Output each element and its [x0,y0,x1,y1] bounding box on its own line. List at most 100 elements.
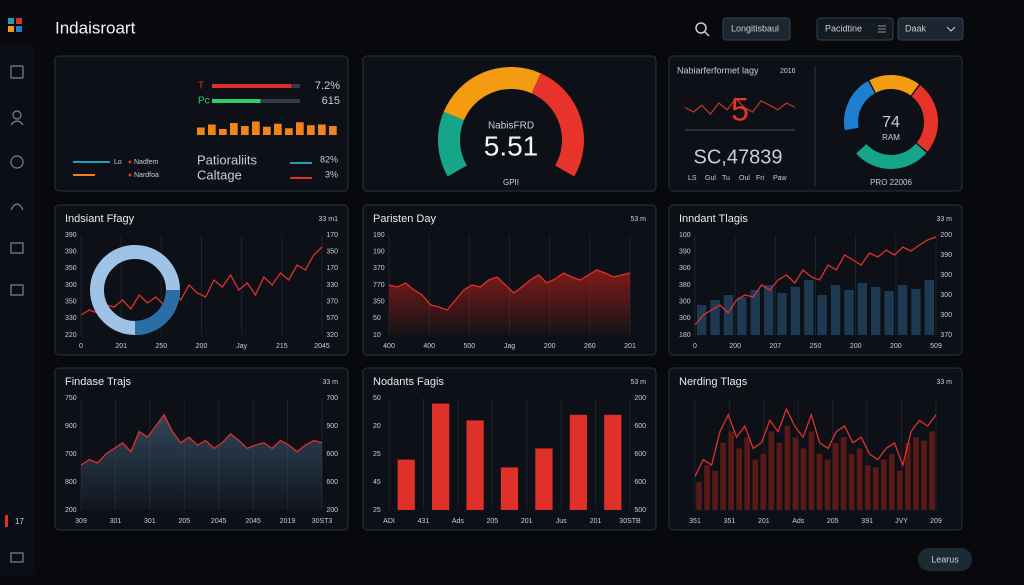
x-tick-label: 205 [827,518,839,525]
bar [804,280,814,335]
x-tick-label: 509 [930,343,942,350]
donut-segment [911,85,938,152]
chart-title: Nerding Tlags [679,376,748,388]
mini-bar [241,126,249,135]
badge-marker [5,515,8,527]
panel [54,55,349,192]
row-value: 615 [322,95,340,107]
y-tick-label: 25 [373,451,381,458]
y-tick-label: 600 [326,451,338,458]
stat-value: 3% [325,169,338,179]
day-label: Fri [756,175,765,182]
y-tick-label: 300 [679,265,691,272]
line [388,269,631,311]
progress-fill [212,99,261,103]
day-label: Tu [722,175,730,182]
x-tick-label: 400 [423,343,435,350]
mini-bar [197,127,205,135]
y-tick-label: 330 [326,282,338,289]
mini-bar [219,129,227,135]
bar [905,442,911,510]
donut-caption: PRO 22006 [870,178,912,187]
y-tick-label: 300 [940,292,952,299]
x-tick-label: 201 [590,518,602,525]
bar [696,482,702,510]
y-tick-label: 350 [65,299,77,306]
y-tick-label: 370 [326,299,338,306]
y-tick-label: 200 [326,507,338,514]
bar [800,448,807,510]
filter-button[interactable] [816,17,894,41]
x-tick-label: 351 [724,518,736,525]
x-tick-label: 205 [178,518,190,525]
bar [777,293,787,335]
y-tick-label: 750 [65,395,77,402]
x-tick-label: 260 [584,343,596,350]
y-tick-label: 390 [940,252,952,259]
y-tick-label: 50 [373,315,381,322]
y-tick-label: 320 [326,332,338,339]
bar [710,300,720,335]
y-tick-label: 500 [634,507,646,514]
bar [500,467,519,510]
y-tick-label: 800 [65,479,77,486]
bar [569,414,587,510]
bar [816,454,823,510]
x-tick-label: JVY [895,518,908,525]
bar [808,431,815,510]
mini-bar [285,128,293,135]
chart-title: Indsiant Ffagy [65,213,135,225]
x-tick-label: 250 [155,343,167,350]
sparkline [684,97,796,116]
y-tick-label: 700 [326,395,338,402]
bar [864,465,871,510]
x-tick-label: Ads [452,518,465,525]
search-icon[interactable] [695,22,710,37]
y-tick-label: 370 [940,332,952,339]
bar [760,454,767,510]
app-title: Indaisroart [55,18,136,37]
mini-bar [329,126,337,135]
gauge-segment [438,111,468,177]
y-tick-label: 390 [679,249,691,256]
y-tick-label: 390 [65,249,77,256]
bar [763,285,774,335]
bar [720,442,726,510]
legend-dot [128,160,132,164]
y-tick-label: 370 [373,265,385,272]
x-tick-label: ADI [383,518,395,525]
y-tick-label: 600 [634,451,646,458]
chart-title: Inndant Tlagis [679,213,748,225]
bar [466,420,484,510]
sidebar-badge: 17 [15,517,24,526]
x-tick-label: 205 [486,518,498,525]
mini-bar [296,122,304,135]
y-tick-label: 25 [373,507,381,514]
mini-bar [263,126,271,135]
bar [704,465,710,510]
mini-bar [318,124,326,135]
bar [736,448,742,510]
action-button[interactable] [918,548,972,571]
action-label: Learus [931,554,959,564]
x-tick-label: 200 [729,343,741,350]
donut-segment [844,81,876,131]
x-tick-label: 207 [769,343,781,350]
dropdown[interactable] [722,17,791,41]
mode-select[interactable] [897,17,964,41]
bar [897,285,908,335]
x-tick-label: Jus [556,518,567,525]
sidebar-icons[interactable] [10,65,24,563]
donut-label: RAM [882,133,900,142]
bar [924,280,934,335]
filter-icon [878,25,886,33]
x-tick-label: 201 [624,343,636,350]
donut-value: 74 [882,114,900,131]
y-tick-label: 300 [65,282,77,289]
sidebar [0,45,35,575]
chart-corner: 53 m [630,379,646,386]
line [80,246,323,316]
y-tick-label: 390 [65,232,77,239]
legend-tag: Lo [114,159,122,166]
x-tick-label: 351 [689,518,701,525]
